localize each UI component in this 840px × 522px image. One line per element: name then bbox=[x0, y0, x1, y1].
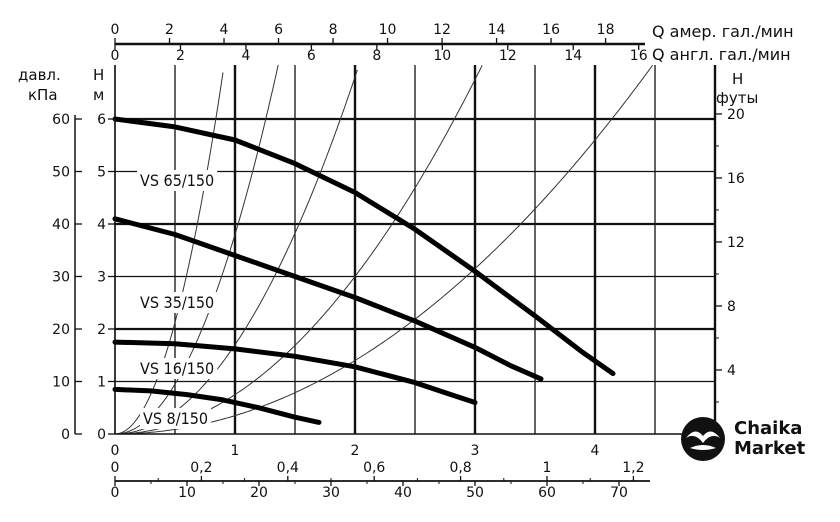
pump-curve-1 bbox=[112, 216, 544, 382]
bottom1-tick-label: 0 bbox=[111, 443, 120, 459]
top2-tick-label: 12 bbox=[499, 48, 517, 64]
kpa-tick-label: 60 bbox=[52, 112, 70, 128]
top1-tick-label: 4 bbox=[220, 22, 229, 38]
top1-tick-label: 18 bbox=[597, 22, 615, 38]
kpa-tick-label: 20 bbox=[52, 322, 70, 338]
series-label-vs8: VS 8/150 bbox=[143, 409, 208, 428]
bottom3-tick-label: 50 bbox=[466, 485, 484, 501]
bottom3-tick-label: 70 bbox=[610, 485, 628, 501]
top1-tick-label: 14 bbox=[488, 22, 506, 38]
top2-tick-label: 6 bbox=[307, 48, 316, 64]
logo-line-1: Chaika bbox=[734, 418, 803, 439]
m-tick-label: 4 bbox=[97, 217, 106, 233]
top2-tick-label: 0 bbox=[111, 48, 120, 64]
series-label-vs65: VS 65/150 bbox=[140, 171, 214, 190]
right-axis-ft-label-1: H bbox=[732, 70, 743, 88]
bottom2-tick-label: 0,8 bbox=[449, 460, 471, 476]
pump-curve-2 bbox=[112, 339, 478, 405]
bottom3-tick-label: 20 bbox=[250, 485, 268, 501]
top2-tick-label: 4 bbox=[241, 48, 250, 64]
left-axis-m-label-2: м bbox=[93, 86, 104, 104]
bottom2-tick-label: 0,4 bbox=[277, 460, 299, 476]
m-tick-label: 2 bbox=[97, 322, 106, 338]
bottom2-tick-label: 1,2 bbox=[622, 460, 644, 476]
bottom1-tick-label: 4 bbox=[591, 443, 600, 459]
top2-tick-label: 10 bbox=[433, 48, 451, 64]
curve-label-backing bbox=[140, 408, 212, 429]
top2-tick-label: 16 bbox=[630, 48, 648, 64]
top-axis-1-label: Q амер. гал./мин bbox=[652, 22, 794, 41]
top2-tick-label: 14 bbox=[564, 48, 582, 64]
ft-tick-label: 12 bbox=[727, 235, 745, 251]
top1-tick-label: 10 bbox=[379, 22, 397, 38]
right-axis-ft-label-2: футы bbox=[716, 89, 758, 107]
top1-tick-label: 0 bbox=[111, 22, 120, 38]
m-tick-label: 5 bbox=[97, 165, 106, 181]
curve-label-backing bbox=[137, 292, 218, 313]
bottom3-tick-label: 0 bbox=[111, 485, 120, 501]
bottom1-tick-label: 3 bbox=[471, 443, 480, 459]
bottom2-tick-label: 0,2 bbox=[190, 460, 212, 476]
top2-tick-label: 8 bbox=[372, 48, 381, 64]
top1-tick-label: 6 bbox=[274, 22, 283, 38]
kpa-tick-label: 50 bbox=[52, 165, 70, 181]
grid bbox=[114, 65, 717, 434]
kpa-tick-label: 30 bbox=[52, 270, 70, 286]
top1-tick-label: 12 bbox=[433, 22, 451, 38]
kpa-tick-label: 40 bbox=[52, 217, 70, 233]
bottom3-tick-label: 60 bbox=[538, 485, 556, 501]
bottom3-tick-label: 40 bbox=[394, 485, 412, 501]
ft-tick-label: 20 bbox=[727, 107, 745, 123]
bottom2-tick-label: 0 bbox=[111, 460, 120, 476]
bottom1-tick-label: 2 bbox=[351, 443, 360, 459]
left-axis-kpa-label-2: кПа bbox=[28, 86, 58, 104]
series-label-vs35: VS 35/150 bbox=[140, 293, 214, 312]
top2-tick-label: 2 bbox=[176, 48, 185, 64]
ft-tick-label: 4 bbox=[727, 363, 736, 379]
kpa-tick-label: 10 bbox=[52, 375, 70, 391]
top-axis-2-label: Q англ. гал./мин bbox=[652, 45, 791, 64]
bottom3-tick-label: 30 bbox=[322, 485, 340, 501]
series-label-vs16: VS 16/150 bbox=[140, 359, 214, 378]
curve-label-backing bbox=[137, 358, 218, 379]
bottom1-tick-label: 1 bbox=[231, 443, 240, 459]
m-tick-label: 3 bbox=[97, 270, 106, 286]
top1-tick-label: 8 bbox=[329, 22, 338, 38]
bottom2-tick-label: 0,6 bbox=[363, 460, 385, 476]
bottom2-tick-label: 1 bbox=[543, 460, 552, 476]
left-axis-kpa-label-1: давл. bbox=[18, 66, 61, 84]
pump-curve-3 bbox=[112, 386, 322, 425]
top1-tick-label: 2 bbox=[165, 22, 174, 38]
top1-tick-label: 16 bbox=[542, 22, 560, 38]
m-tick-label: 6 bbox=[97, 112, 106, 128]
curve-label-backing bbox=[137, 170, 218, 191]
bottom3-tick-label: 10 bbox=[178, 485, 196, 501]
pump-curves bbox=[112, 116, 616, 425]
left-axis-m-label-1: H bbox=[93, 66, 104, 84]
m-tick-label: 1 bbox=[97, 375, 106, 391]
ft-tick-label: 8 bbox=[727, 299, 736, 315]
logo-line-2: Market bbox=[734, 438, 806, 459]
ft-tick-label: 16 bbox=[727, 171, 745, 187]
chaika-market-logo: Chaika Market bbox=[680, 414, 830, 464]
m-tick-label: 0 bbox=[97, 427, 106, 443]
chaika-logo-icon bbox=[681, 417, 725, 461]
pump-curve-0 bbox=[112, 116, 616, 377]
kpa-tick-label: 0 bbox=[61, 427, 70, 443]
